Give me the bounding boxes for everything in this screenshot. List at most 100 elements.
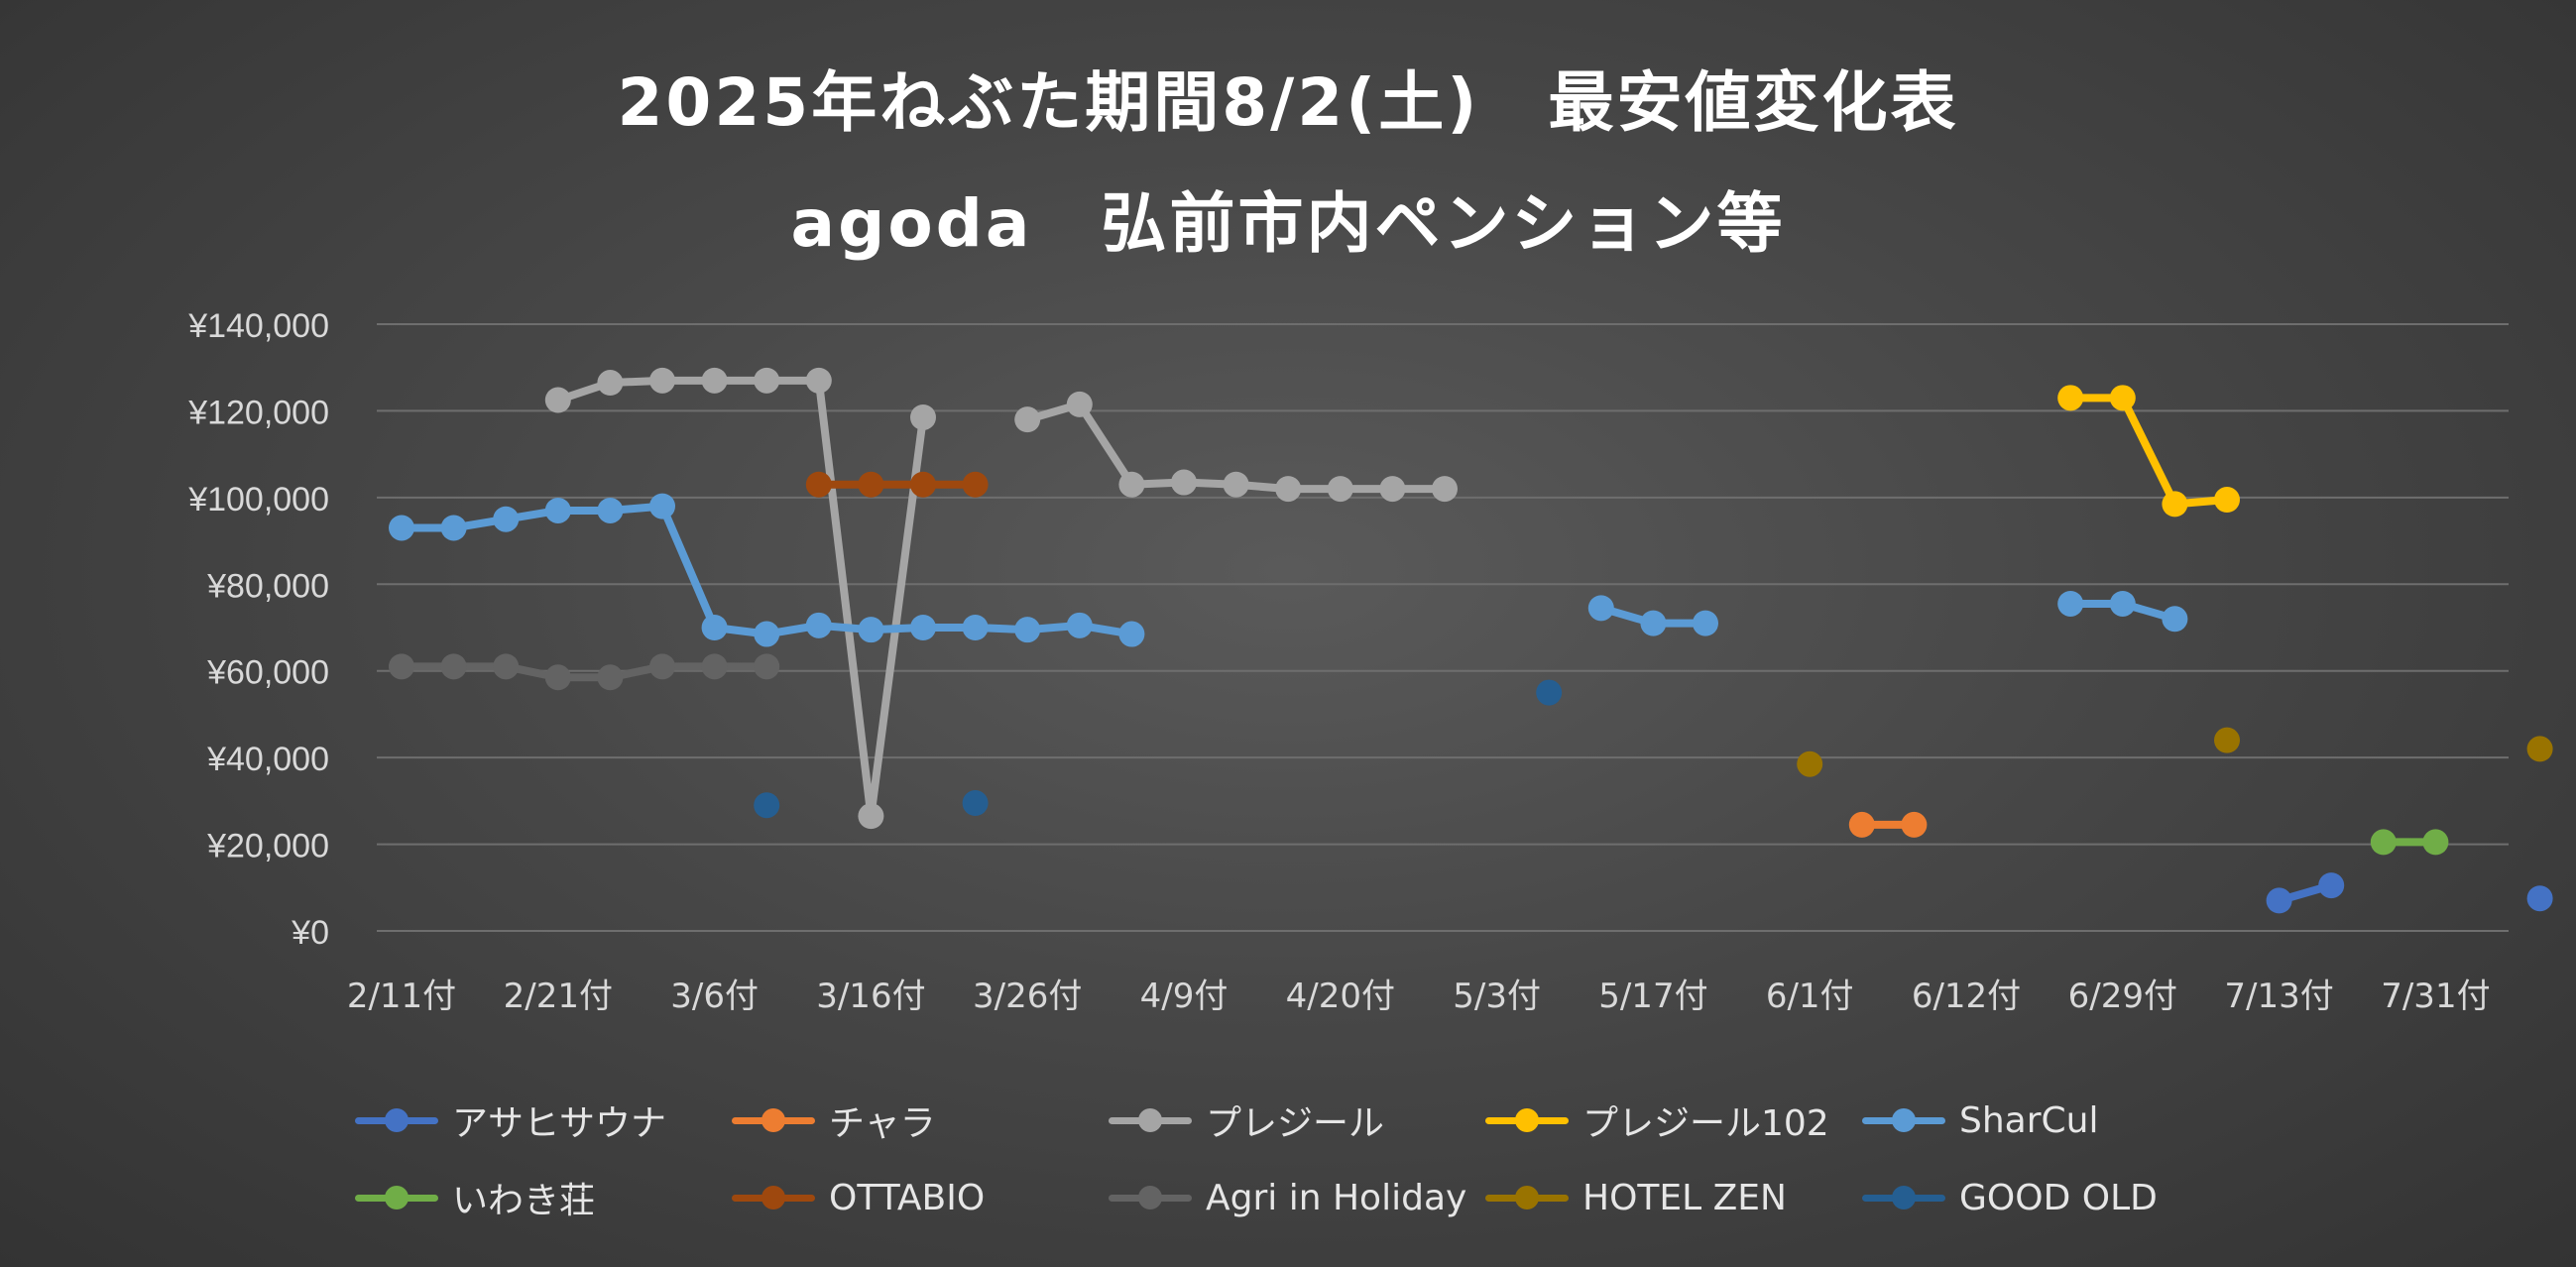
- data-point: [2057, 385, 2084, 411]
- data-point: [544, 664, 571, 691]
- data-point: [2526, 736, 2553, 762]
- data-point: [754, 367, 780, 394]
- series: [389, 653, 780, 691]
- series: [1797, 727, 2553, 777]
- data-point: [597, 497, 624, 523]
- series: [389, 493, 2188, 647]
- x-tick-label: 7/31付: [2381, 977, 2490, 1016]
- data-point: [962, 471, 989, 498]
- data-point: [2162, 606, 2188, 633]
- data-point: [910, 403, 936, 430]
- data-point: [2162, 491, 2188, 518]
- x-tick-label: 6/12付: [1912, 977, 2021, 1016]
- y-tick-label: ¥140,000: [187, 307, 329, 345]
- data-point: [1797, 750, 1823, 777]
- series: [754, 679, 1563, 819]
- data-point: [544, 497, 571, 523]
- legend-item: Agri in Holiday: [1101, 1168, 1466, 1227]
- legend-item: プレジール: [1101, 1091, 1384, 1150]
- data-point: [754, 653, 780, 680]
- series: [1848, 811, 1928, 838]
- series: [2370, 829, 2449, 856]
- data-point: [1171, 469, 1197, 496]
- data-point: [858, 471, 884, 498]
- data-point: [597, 664, 624, 691]
- x-tick-label: 4/20付: [1286, 977, 1395, 1016]
- data-point: [493, 506, 520, 532]
- data-point: [649, 493, 675, 519]
- x-tick-label: 5/3付: [1453, 977, 1541, 1016]
- data-point: [2214, 487, 2240, 514]
- y-tick-label: ¥20,000: [206, 828, 329, 865]
- data-point: [805, 471, 832, 498]
- x-tick-label: 3/16付: [816, 977, 925, 1016]
- legend-item: GOOD OLD: [1854, 1168, 2158, 1227]
- series: [805, 471, 989, 498]
- data-point: [1536, 679, 1563, 706]
- legend-label: GOOD OLD: [1959, 1177, 2158, 1218]
- data-point: [597, 370, 624, 397]
- legend-label: プレジール102: [1582, 1103, 1829, 1144]
- legend-swatch: [347, 1091, 446, 1150]
- x-tick-label: 2/21付: [504, 977, 613, 1016]
- data-point: [805, 367, 832, 394]
- legend-swatch: [1854, 1091, 1953, 1150]
- data-point: [701, 367, 728, 394]
- y-tick-label: ¥60,000: [206, 654, 329, 692]
- legend-item: OTTABIO: [724, 1168, 985, 1227]
- data-point: [2057, 590, 2084, 617]
- data-point: [649, 367, 675, 394]
- legend-swatch: [1101, 1168, 1200, 1227]
- y-tick-label: ¥0: [291, 914, 329, 952]
- data-point: [1014, 617, 1041, 643]
- x-tick-label: 6/1付: [1766, 977, 1854, 1016]
- data-point: [1118, 621, 1145, 647]
- y-tick-label: ¥40,000: [206, 741, 329, 778]
- data-point: [754, 621, 780, 647]
- legend-item: HOTEL ZEN: [1477, 1168, 1787, 1227]
- legend-label: HOTEL ZEN: [1582, 1177, 1787, 1218]
- data-point: [754, 792, 780, 819]
- x-tick-label: 2/11付: [347, 977, 456, 1016]
- legend-swatch: [1854, 1168, 1953, 1227]
- data-point: [2266, 887, 2292, 914]
- legend-item: アサヒサウナ: [347, 1091, 666, 1150]
- legend-item: SharCul: [1854, 1091, 2098, 1150]
- data-point: [1014, 406, 1041, 433]
- legend-label: アサヒサウナ: [452, 1103, 667, 1144]
- data-point: [910, 471, 936, 498]
- legend-item: いわき荘: [347, 1168, 595, 1227]
- data-point: [1275, 476, 1302, 503]
- data-point: [2109, 385, 2136, 411]
- data-point: [2109, 590, 2136, 617]
- chart-title: 2025年ねぶた期間8/2(土) 最安値変化表: [617, 64, 1959, 141]
- legend-item: プレジール102: [1477, 1091, 1829, 1150]
- x-tick-label: 6/29付: [2068, 977, 2177, 1016]
- data-point: [1379, 476, 1406, 503]
- data-point: [701, 653, 728, 680]
- data-point: [2318, 872, 2345, 899]
- chart-subtitle: agoda 弘前市内ペンション等: [790, 185, 1786, 262]
- series: [2266, 872, 2553, 914]
- legend-swatch: [1477, 1091, 1577, 1150]
- data-point: [544, 387, 571, 413]
- y-tick-label: ¥120,000: [187, 394, 329, 431]
- data-point: [1223, 471, 1249, 498]
- series: [2057, 385, 2240, 518]
- legend-swatch: [1101, 1091, 1200, 1150]
- series: [544, 367, 1458, 830]
- data-point: [805, 612, 832, 638]
- legend-label: チャラ: [829, 1103, 936, 1144]
- legend-swatch: [724, 1091, 823, 1150]
- data-point: [493, 653, 520, 680]
- data-point: [1118, 471, 1145, 498]
- data-point: [910, 615, 936, 640]
- legend-label: SharCul: [1959, 1099, 2099, 1141]
- legend-label: OTTABIO: [829, 1177, 986, 1218]
- x-tick-label: 5/17付: [1598, 977, 1707, 1016]
- data-point: [1848, 811, 1875, 838]
- legend-swatch: [724, 1168, 823, 1227]
- x-tick-label: 3/6付: [670, 977, 759, 1016]
